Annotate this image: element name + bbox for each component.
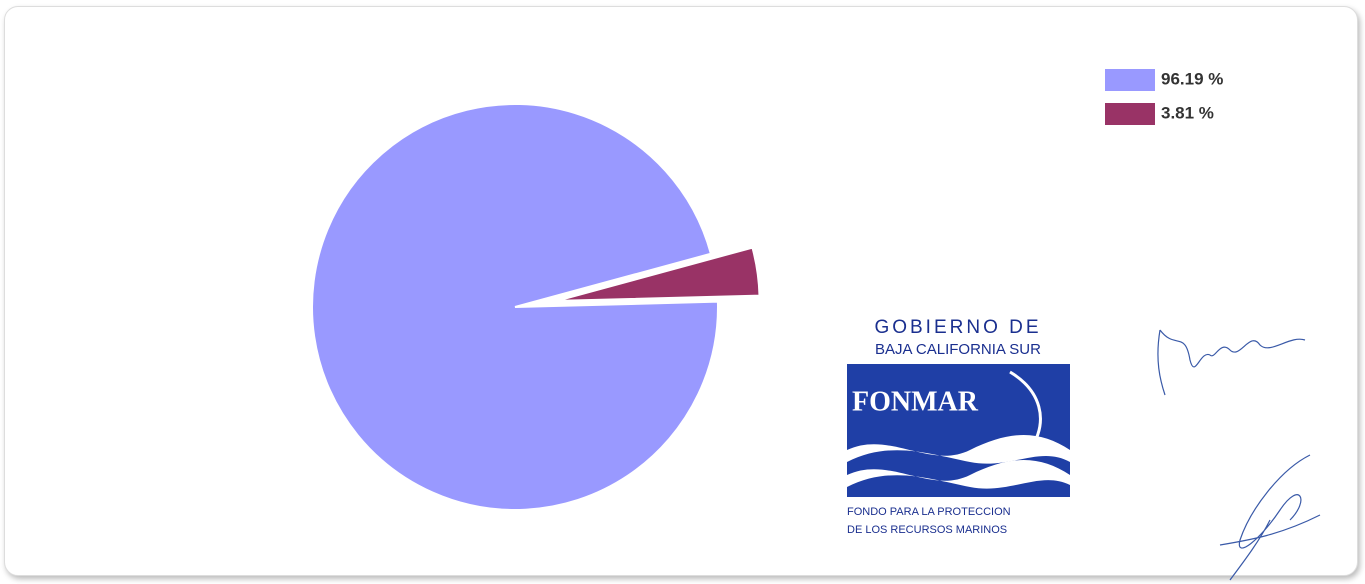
legend-swatch — [1105, 103, 1155, 125]
legend-label: 3.81 % — [1161, 103, 1214, 122]
logo-footer2: DE LOS RECURSOS MARINOS — [847, 524, 1007, 536]
logo-wave — [847, 435, 1070, 464]
pie-slice — [311, 103, 719, 511]
logo-name: FONMAR — [852, 386, 979, 417]
signature — [1219, 454, 1321, 581]
logo: GOBIERNO DE BAJA CALIFORNIA SUR FONMAR F… — [847, 317, 1070, 536]
logo-footer1: FONDO PARA LA PROTECCION — [847, 506, 1011, 518]
signature — [1157, 329, 1306, 396]
logo-wave — [847, 460, 1070, 489]
legend-label: 96.19 % — [1161, 69, 1223, 88]
logo-line2: BAJA CALIFORNIA SUR — [875, 341, 1041, 358]
legend-swatch — [1105, 69, 1155, 91]
pie-slice — [556, 246, 761, 302]
logo-line1: GOBIERNO DE — [874, 317, 1041, 338]
